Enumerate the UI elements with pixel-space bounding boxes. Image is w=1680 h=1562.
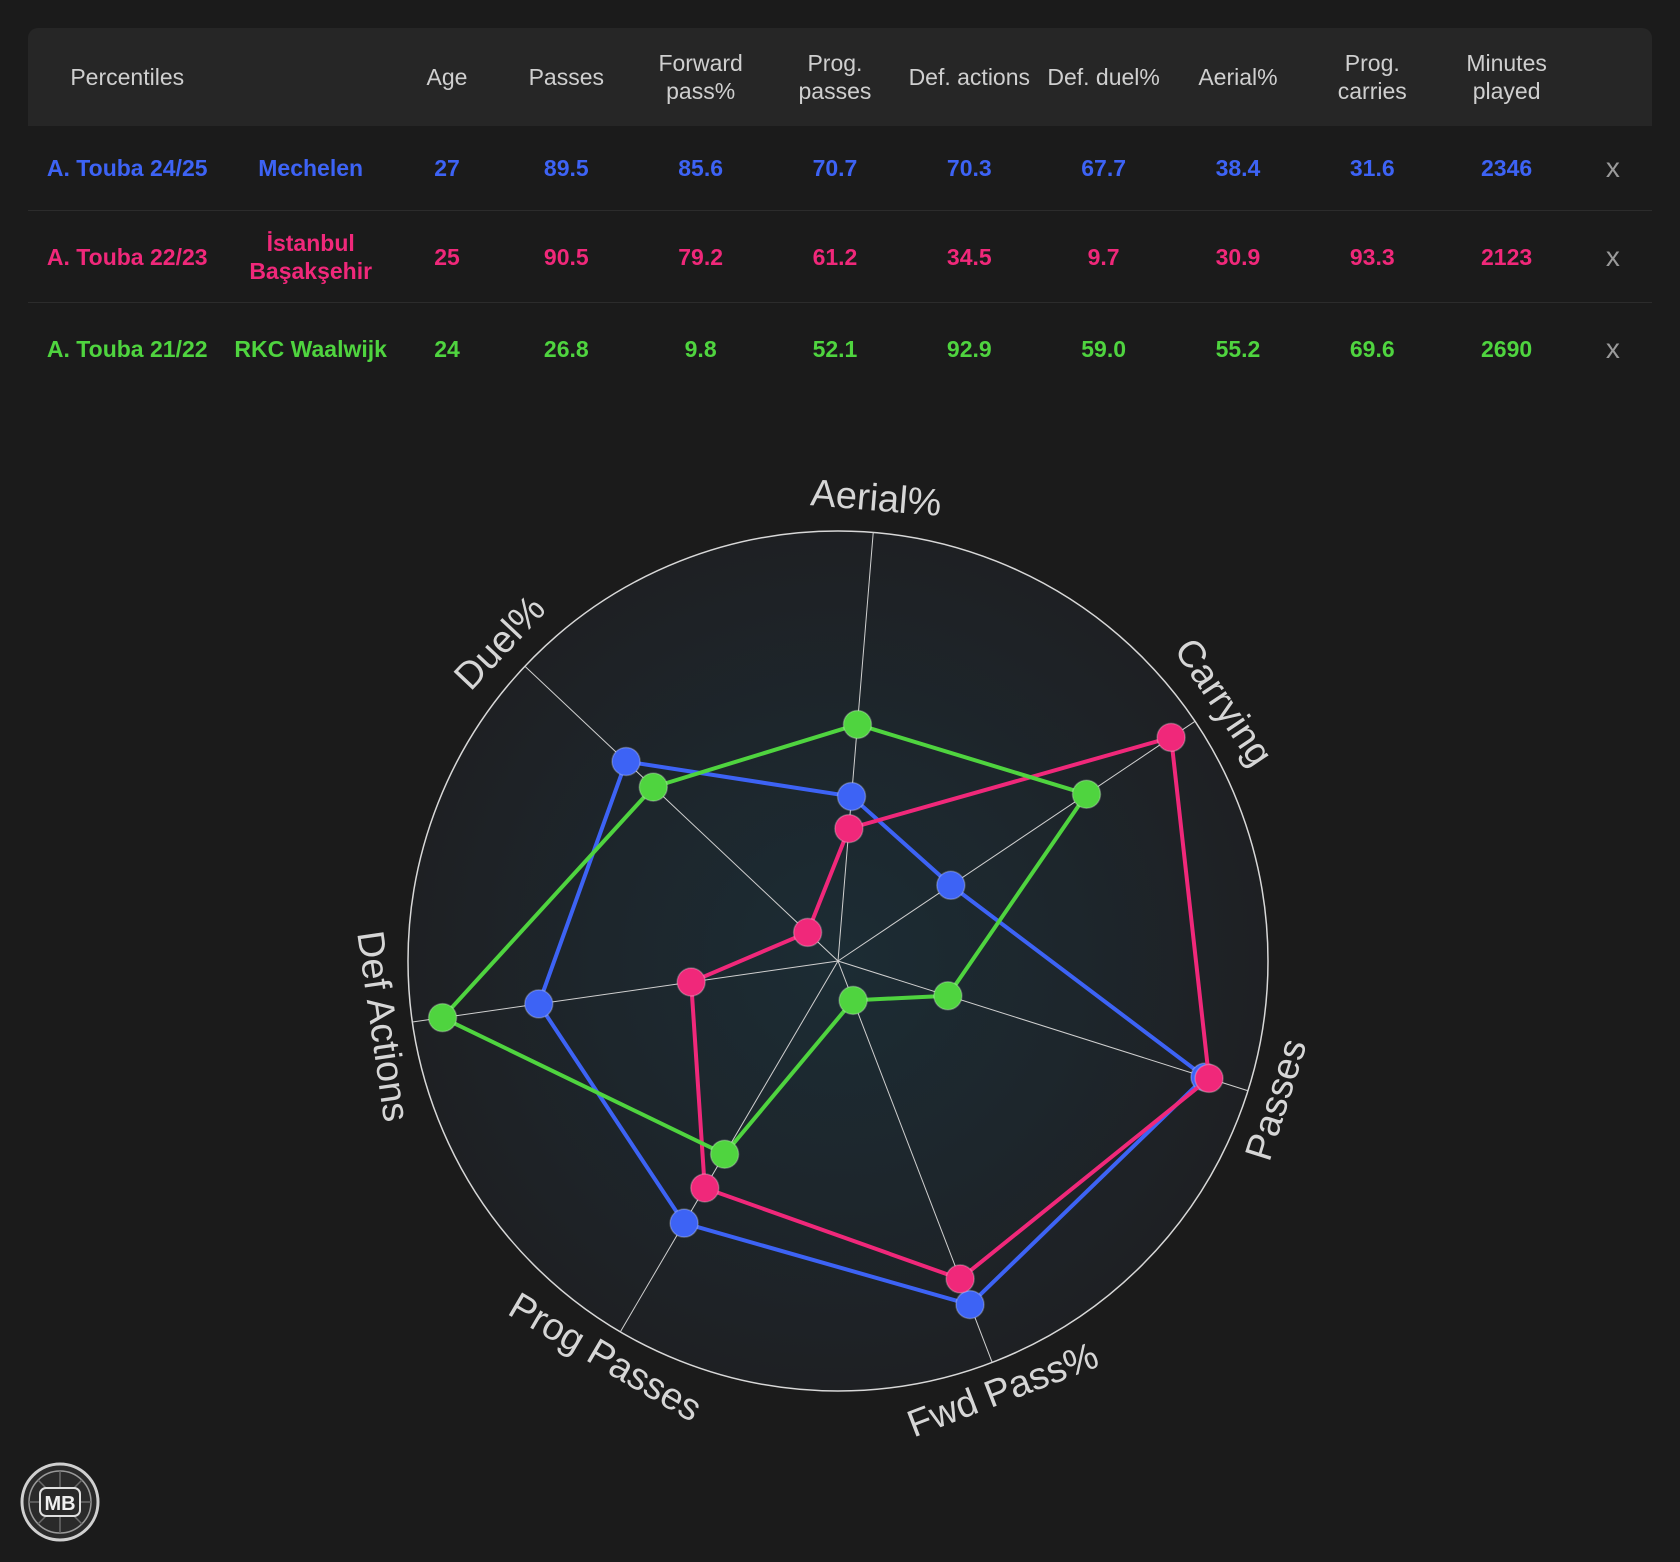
- table-row: A. Touba 22/23 İstanbul Başakşehir 25 90…: [28, 211, 1652, 303]
- radar-spoke: [524, 665, 839, 962]
- data-point[interactable]: [838, 985, 868, 1016]
- data-point[interactable]: [690, 1173, 720, 1203]
- player-name: A. Touba 24/25: [46, 155, 208, 181]
- prog-passes-cell: 52.1: [812, 335, 858, 362]
- data-point[interactable]: [638, 772, 669, 802]
- data-point[interactable]: [1071, 779, 1102, 809]
- radar-series-2: [427, 709, 1102, 1169]
- table-header-row: Percentiles Age Passes Forward pass% Pro…: [28, 28, 1652, 126]
- data-point[interactable]: [1156, 722, 1186, 753]
- data-point[interactable]: [709, 1139, 740, 1169]
- series-line: [536, 759, 1207, 1307]
- minutes-cell: 2346: [1481, 155, 1533, 181]
- col-header-minutes: Minutes played: [1466, 50, 1547, 104]
- team-name: Mechelen: [258, 155, 364, 181]
- axis-label-aerial: Aerial%: [809, 472, 943, 525]
- passes-cell: 90.5: [543, 243, 589, 270]
- mb-logo: MB: [20, 1462, 100, 1542]
- prog-carries-cell: 69.6: [1349, 335, 1395, 362]
- radar-spoke: [837, 720, 1196, 962]
- data-point[interactable]: [524, 989, 554, 1019]
- prog-carries-cell: 93.3: [1349, 243, 1395, 270]
- age-cell: 24: [434, 335, 460, 362]
- minutes-cell: 2690: [1481, 335, 1533, 362]
- table-row: A. Touba 21/22 RKC Waalwijk 24 26.8 9.8 …: [28, 303, 1652, 395]
- aerial-cell: 30.9: [1215, 243, 1261, 270]
- data-point[interactable]: [669, 1208, 699, 1238]
- aerial-cell: 55.2: [1215, 335, 1261, 362]
- radar-spoke: [837, 960, 1249, 1092]
- data-point[interactable]: [945, 1264, 975, 1294]
- table-row: A. Touba 24/25 Mechelen 27 89.5 85.6 70.…: [28, 126, 1652, 211]
- prog-carries-cell: 31.6: [1349, 155, 1395, 181]
- radar-series-1: [676, 722, 1224, 1294]
- data-point[interactable]: [611, 746, 641, 777]
- col-header-prog-carries: Prog. carries: [1337, 50, 1407, 104]
- forward-pass-cell: 9.8: [684, 335, 717, 362]
- data-point[interactable]: [1194, 1063, 1224, 1094]
- col-header-def-duel: Def. duel%: [1047, 64, 1160, 90]
- remove-row-button[interactable]: x: [1605, 332, 1620, 364]
- passes-cell: 89.5: [543, 155, 589, 181]
- team-name: RKC Waalwijk: [234, 335, 387, 362]
- radar-spoke: [837, 532, 874, 962]
- remove-row-button[interactable]: x: [1605, 152, 1620, 183]
- data-point[interactable]: [834, 813, 864, 844]
- player-name: A. Touba 22/23: [46, 243, 208, 270]
- col-header-def-actions: Def. actions: [908, 64, 1031, 90]
- team-name: İstanbul Başakşehir: [249, 229, 373, 284]
- radar-spoke: [412, 960, 839, 1023]
- data-point[interactable]: [836, 781, 867, 812]
- col-header-aerial: Aerial%: [1198, 64, 1278, 90]
- col-header-prog-passes: Prog. passes: [798, 50, 872, 104]
- radar-spokes: [412, 532, 1249, 1363]
- age-cell: 25: [434, 243, 460, 270]
- data-point[interactable]: [936, 870, 966, 901]
- axis-label-def-actions: Def Actions: [348, 928, 417, 1124]
- remove-row-button[interactable]: x: [1605, 240, 1620, 272]
- forward-pass-cell: 85.6: [678, 155, 724, 181]
- col-header-forward-pass: Forward pass%: [658, 50, 743, 104]
- series-line: [689, 735, 1212, 1281]
- player-name: A. Touba 21/22: [46, 335, 208, 362]
- def-duel-cell: 59.0: [1081, 335, 1126, 362]
- data-point[interactable]: [933, 981, 963, 1011]
- minutes-cell: 2123: [1481, 243, 1533, 270]
- data-point[interactable]: [842, 709, 873, 740]
- passes-cell: 26.8: [543, 335, 589, 362]
- prog-passes-cell: 61.2: [812, 243, 858, 270]
- col-header-age: Age: [426, 64, 468, 90]
- col-header-percentiles: Percentiles: [70, 64, 185, 90]
- def-actions-cell: 70.3: [946, 155, 992, 181]
- series-line: [440, 722, 1089, 1157]
- radar-series: [427, 709, 1224, 1320]
- data-point[interactable]: [676, 967, 706, 997]
- forward-pass-cell: 79.2: [678, 243, 724, 270]
- def-duel-cell: 67.7: [1081, 155, 1126, 181]
- prog-passes-cell: 70.7: [812, 155, 858, 181]
- comparison-table: Percentiles Age Passes Forward pass% Pro…: [28, 28, 1652, 394]
- col-header-passes: Passes: [528, 64, 605, 90]
- def-actions-cell: 92.9: [946, 335, 992, 362]
- svg-text:MB: MB: [44, 1493, 75, 1515]
- def-duel-cell: 9.7: [1087, 243, 1120, 270]
- data-point[interactable]: [427, 1002, 458, 1033]
- def-actions-cell: 34.5: [946, 243, 992, 270]
- data-point[interactable]: [955, 1289, 985, 1320]
- aerial-cell: 38.4: [1215, 155, 1261, 181]
- data-point[interactable]: [792, 917, 823, 948]
- age-cell: 27: [434, 155, 460, 181]
